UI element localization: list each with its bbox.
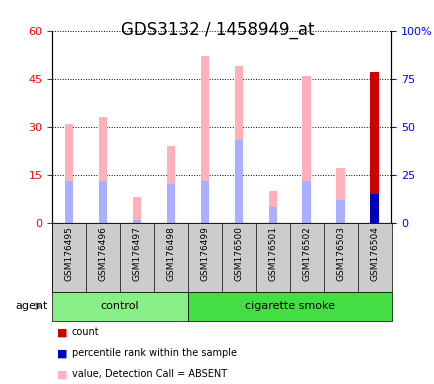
Text: value, Detection Call = ABSENT: value, Detection Call = ABSENT: [72, 369, 227, 379]
Bar: [65, 181, 73, 223]
Text: GSM176496: GSM176496: [99, 226, 107, 281]
Bar: [200, 181, 209, 223]
Text: GSM176500: GSM176500: [234, 226, 243, 281]
Text: control: control: [101, 301, 139, 311]
Bar: [200, 56, 209, 223]
Bar: [52, 292, 187, 321]
Bar: [302, 76, 310, 223]
Text: ■: ■: [56, 327, 67, 337]
Text: cigarette smoke: cigarette smoke: [244, 301, 334, 311]
Bar: [234, 66, 243, 223]
Bar: [369, 72, 378, 223]
Text: ■: ■: [56, 369, 67, 379]
Text: percentile rank within the sample: percentile rank within the sample: [72, 348, 236, 358]
Bar: [132, 220, 141, 223]
Bar: [99, 181, 107, 223]
Bar: [302, 181, 310, 223]
Text: GSM176498: GSM176498: [166, 226, 175, 281]
Text: GSM176501: GSM176501: [268, 226, 276, 281]
Bar: [99, 117, 107, 223]
Bar: [268, 191, 276, 223]
Text: GSM176502: GSM176502: [302, 226, 310, 281]
Bar: [335, 168, 344, 223]
Bar: [187, 292, 391, 321]
Bar: [234, 139, 243, 223]
Bar: [166, 146, 175, 223]
Text: GSM176504: GSM176504: [369, 226, 378, 281]
Text: ■: ■: [56, 348, 67, 358]
Text: GSM176497: GSM176497: [132, 226, 141, 281]
Text: GSM176499: GSM176499: [200, 226, 209, 281]
Text: GSM176495: GSM176495: [65, 226, 73, 281]
Bar: [166, 184, 175, 223]
Bar: [369, 194, 378, 223]
Bar: [132, 197, 141, 223]
Text: agent: agent: [16, 301, 48, 311]
Bar: [65, 124, 73, 223]
Bar: [268, 207, 276, 223]
Bar: [335, 200, 344, 223]
Text: count: count: [72, 327, 99, 337]
Text: GSM176503: GSM176503: [335, 226, 344, 281]
Text: GDS3132 / 1458949_at: GDS3132 / 1458949_at: [121, 21, 313, 39]
